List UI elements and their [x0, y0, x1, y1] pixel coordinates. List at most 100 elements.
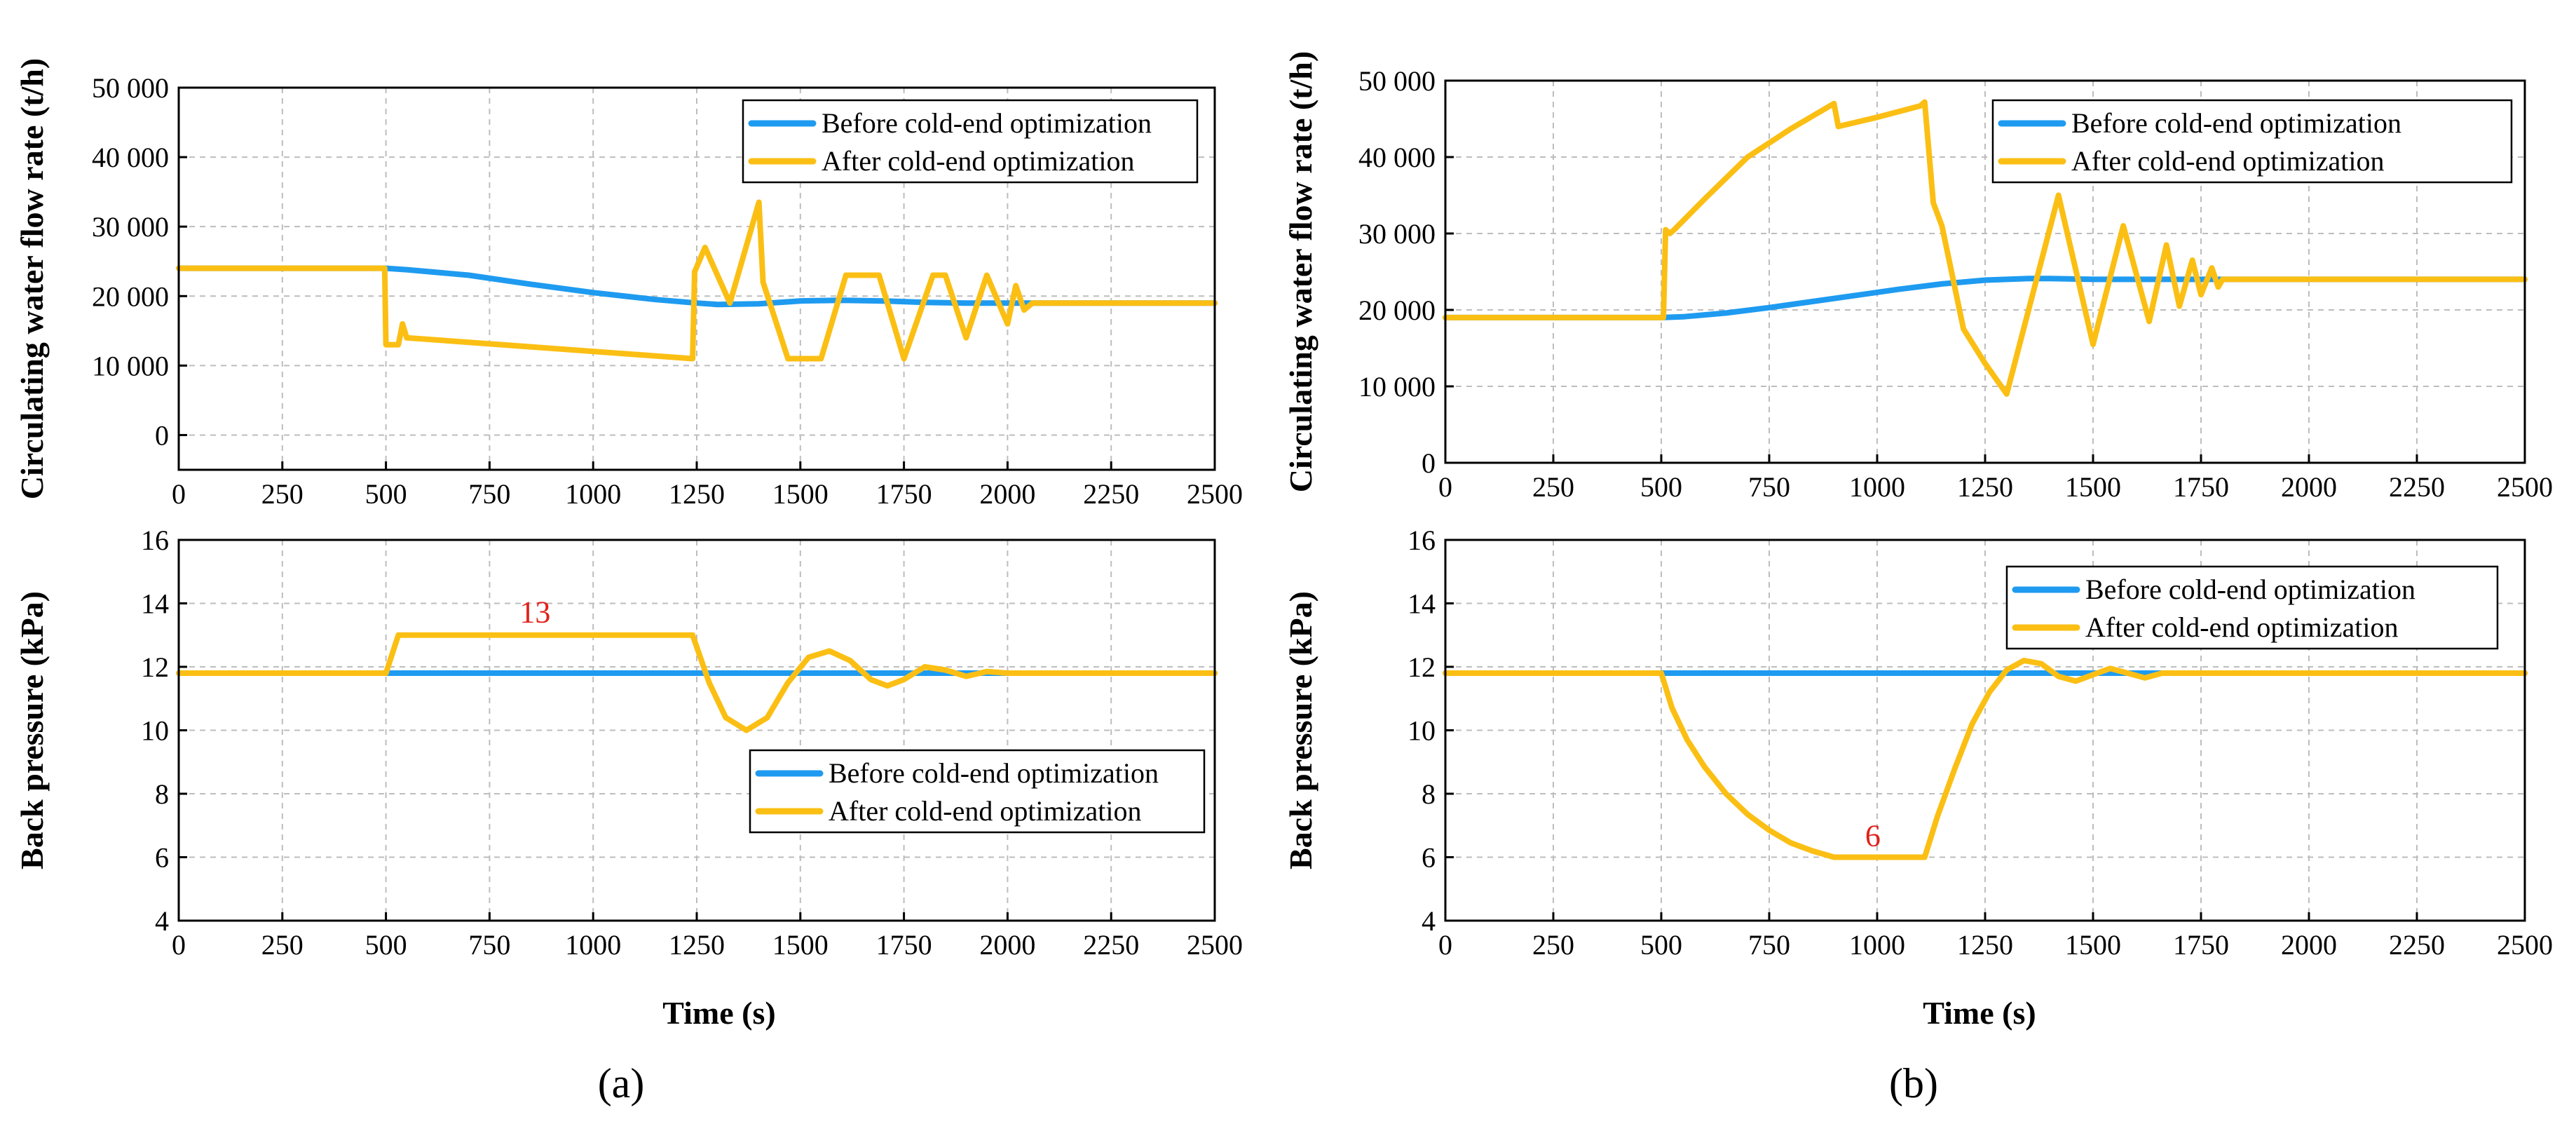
x-tick-label: 2500: [1187, 478, 1243, 510]
y-tick-label: 0: [155, 419, 169, 451]
series-line-after: [176, 632, 1218, 733]
y-axis-title: Circulating water flow rate (t/h): [1283, 51, 1318, 492]
x-tick-label: 0: [172, 478, 186, 510]
x-tick-label: 2500: [2497, 471, 2553, 503]
y-tick-label: 14: [141, 588, 169, 620]
series-line-after: [1443, 99, 2528, 397]
legend-box: [749, 749, 1206, 834]
legend-label: Before cold-end optimization: [2085, 574, 2415, 605]
x-tick-label: 2500: [2497, 929, 2553, 961]
x-tick-label: 1250: [1957, 929, 2013, 961]
x-tick-label: 1750: [876, 929, 932, 961]
x-tick-label: 250: [1532, 929, 1574, 961]
legend-label: After cold-end optimization: [2071, 145, 2385, 177]
panel-a: 0 250 500 750 1000 1250 1500 1750 2000 2250 250001…: [14, 58, 1243, 1106]
x-tick-label: 2000: [2281, 471, 2337, 503]
x-tick-label: 1500: [2065, 471, 2121, 503]
x-tick-label: 1000: [565, 478, 621, 510]
legend: Before cold-end optimization After cold-e…: [1991, 99, 2513, 184]
y-tick-label: 50 000: [1358, 65, 1436, 97]
y-tick-label: 6: [155, 842, 169, 874]
x-tick-label: 1250: [669, 478, 725, 510]
x-tick-label: 1750: [876, 478, 932, 510]
legend: Before cold-end optimization After cold-e…: [2005, 565, 2499, 650]
x-tick-label: 250: [261, 929, 304, 961]
x-tick-label: 750: [468, 478, 510, 510]
legend-box: [742, 99, 1199, 184]
y-tick-label: 4: [1422, 905, 1436, 937]
x-tick-label: 2000: [979, 929, 1035, 961]
y-tick-label: 10: [141, 715, 169, 747]
y-tick-label: 50 000: [92, 72, 169, 104]
y-tick-label: 12: [1408, 651, 1436, 683]
x-tick-label: 2000: [979, 478, 1035, 510]
legend-label: After cold-end optimization: [2085, 611, 2399, 643]
x-tick-label: 1500: [2065, 929, 2121, 961]
y-tick-label: 16: [1408, 524, 1436, 556]
legend-label: Before cold-end optimization: [2071, 107, 2401, 139]
chart-b-top: 0 250 500 750 1000 1250 1500 1750 2000 2250 2500 0 1…: [1283, 51, 2553, 503]
panel-a-label: (a): [598, 1060, 645, 1106]
value-annotation: 13: [519, 595, 550, 630]
x-tick-label: 1750: [2173, 471, 2229, 503]
y-axis-title: Back pressure (kPa): [14, 591, 50, 869]
x-tick-label: 2250: [1083, 478, 1139, 510]
x-tick-label: 1500: [772, 929, 829, 961]
x-tick-label: 0: [172, 929, 186, 961]
value-annotation: 6: [1865, 819, 1881, 853]
y-tick-label: 30 000: [1358, 218, 1436, 250]
y-tick-label: 4: [155, 905, 169, 937]
y-tick-label: 20 000: [92, 280, 169, 312]
y-tick-label: 10 000: [92, 350, 169, 381]
legend-label: Before cold-end optimization: [822, 107, 1152, 139]
x-tick-label: 500: [1640, 929, 1682, 961]
y-tick-label: 30 000: [92, 211, 169, 243]
x-tick-label: 0: [1438, 471, 1452, 503]
y-tick-label: 40 000: [92, 142, 169, 173]
x-tick-label: 1000: [565, 929, 621, 961]
x-tick-label: 250: [1532, 471, 1574, 503]
y-tick-label: 8: [155, 778, 169, 810]
panel-a-xlabel: Time (s): [662, 995, 775, 1031]
y-tick-label: 10: [1408, 715, 1436, 747]
y-tick-label: 10 000: [1358, 371, 1436, 402]
x-tick-label: 1250: [669, 929, 725, 961]
x-tick-label: 2250: [1083, 929, 1139, 961]
legend-box: [1991, 99, 2513, 184]
y-tick-label: 12: [141, 651, 169, 683]
chart-b-bottom: 0 250 500 750 1000 1250 1500 1750 2000 2250 2500 4 6…: [1283, 524, 2553, 961]
y-tick-label: 40 000: [1358, 142, 1436, 173]
panel-b-label: (b): [1889, 1060, 1938, 1106]
x-tick-label: 500: [365, 929, 407, 961]
legend-label: After cold-end optimization: [822, 145, 1135, 177]
y-axis-title: Back pressure (kPa): [1283, 591, 1318, 869]
y-tick-label: 16: [141, 524, 169, 556]
x-tick-label: 2500: [1187, 929, 1243, 961]
x-tick-label: 500: [1640, 471, 1682, 503]
x-tick-label: 250: [261, 478, 304, 510]
series-line-after: [176, 199, 1218, 362]
x-tick-label: 1000: [1849, 929, 1905, 961]
x-tick-label: 750: [1748, 471, 1790, 503]
x-tick-label: 2250: [2389, 471, 2445, 503]
series-line-before: [176, 265, 1218, 308]
x-tick-label: 1250: [1957, 471, 2013, 503]
series-line-before: [1443, 276, 2528, 320]
y-tick-label: 0: [1422, 447, 1436, 479]
x-tick-label: 750: [468, 929, 510, 961]
y-tick-label: 14: [1408, 588, 1436, 620]
x-tick-label: 1750: [2173, 929, 2229, 961]
x-tick-label: 1000: [1849, 471, 1905, 503]
x-tick-label: 1500: [772, 478, 829, 510]
legend-label: After cold-end optimization: [829, 795, 1142, 827]
legend-box: [2005, 565, 2499, 650]
y-tick-label: 20 000: [1358, 294, 1436, 326]
legend: Before cold-end optimization After cold-e…: [749, 749, 1206, 834]
panel-b: 0 250 500 750 1000 1250 1500 1750 2000 2250 250001…: [1283, 51, 2553, 1106]
y-tick-label: 6: [1422, 842, 1436, 874]
x-tick-label: 500: [365, 478, 407, 510]
chart-a-top: 0 250 500 750 1000 1250 1500 1750 2000 2250 2500 0 1…: [14, 58, 1243, 510]
x-tick-label: 0: [1438, 929, 1452, 961]
x-tick-label: 2000: [2281, 929, 2337, 961]
panel-b-xlabel: Time (s): [1923, 995, 2036, 1031]
